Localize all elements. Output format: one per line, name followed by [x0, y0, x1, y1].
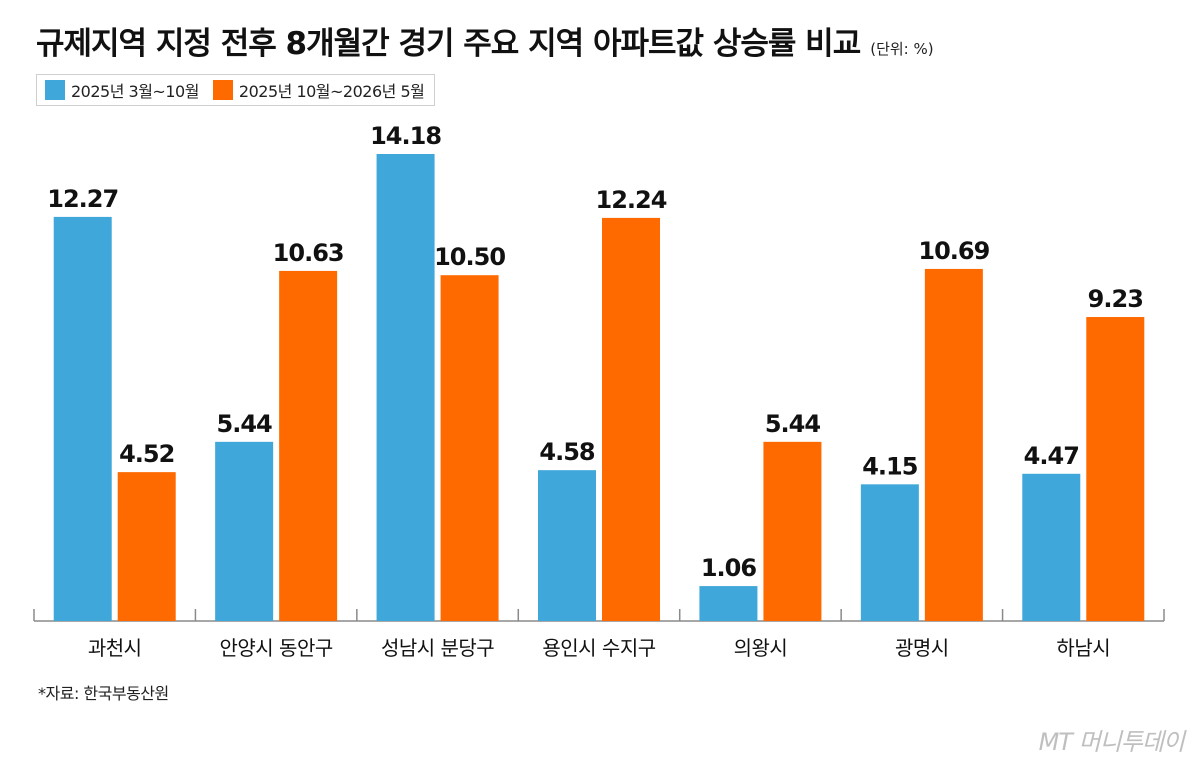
- unit-label: (단위: %): [870, 40, 934, 58]
- bar-series-1-1: [215, 441, 274, 621]
- bar-series-1-5: [860, 484, 919, 621]
- legend-item-series-2: 2025년 10월~2026년 5월: [212, 78, 425, 102]
- legend-label-series-2: 2025년 10월~2026년 5월: [238, 82, 425, 101]
- data-label-series-2-3: 12.24: [596, 186, 667, 214]
- watermark-logo: MT 머니투데이: [1038, 728, 1185, 756]
- category-label-6: 하남시: [1056, 636, 1110, 660]
- data-label-series-1-5: 4.15: [862, 452, 918, 480]
- bar-series-1-6: [1022, 473, 1081, 621]
- data-label-series-2-0: 4.52: [119, 440, 174, 468]
- category-label-0: 과천시: [88, 636, 142, 660]
- bar-series-1-3: [538, 470, 596, 621]
- bar-series-2-0: [117, 472, 176, 621]
- bar-series-1-2: [376, 154, 435, 621]
- chart-title: 규제지역 지정 전후 8개월간 경기 주요 지역 아파트값 상승률 비교: [36, 26, 861, 62]
- category-label-2: 성남시 분당구: [381, 636, 494, 660]
- data-label-series-2-6: 9.23: [1088, 285, 1143, 313]
- data-label-series-1-1: 5.44: [217, 410, 273, 438]
- legend-swatch-series-2: [212, 80, 233, 100]
- category-label-5: 광명시: [895, 636, 949, 660]
- category-label-4: 의왕시: [734, 636, 788, 660]
- legend-label-series-1: 2025년 3월~10월: [71, 82, 199, 101]
- data-label-series-1-6: 4.47: [1024, 442, 1079, 470]
- bar-series-1-4: [699, 586, 758, 621]
- legend-item-series-1: 2025년 3월~10월: [45, 78, 199, 102]
- data-label-series-2-5: 10.69: [918, 237, 989, 265]
- source-note: *자료: 한국부동산원: [38, 684, 169, 703]
- category-label-1: 안양시 동안구: [220, 636, 333, 660]
- data-label-series-1-4: 1.06: [701, 554, 757, 582]
- category-label-3: 용인시 수지구: [542, 636, 655, 660]
- bar-series-2-6: [1086, 317, 1145, 621]
- data-label-series-2-4: 5.44: [765, 410, 821, 438]
- data-label-series-1-3: 4.58: [539, 438, 595, 466]
- data-label-series-2-2: 10.50: [434, 243, 505, 271]
- bar-series-2-3: [602, 217, 660, 621]
- data-label-series-1-2: 14.18: [370, 122, 441, 150]
- title-row: 규제지역 지정 전후 8개월간 경기 주요 지역 아파트값 상승률 비교 (단위…: [36, 18, 934, 63]
- bar-series-1-0: [53, 216, 112, 621]
- legend: 2025년 3월~10월 2025년 10월~2026년 5월: [36, 74, 436, 106]
- data-label-series-2-1: 10.63: [273, 239, 344, 267]
- bar-series-2-4: [763, 441, 822, 621]
- data-label-series-1-0: 12.27: [47, 185, 118, 213]
- bar-series-2-2: [440, 275, 499, 621]
- bar-series-2-5: [924, 268, 983, 621]
- legend-swatch-series-1: [45, 80, 65, 100]
- bar-series-2-1: [279, 270, 338, 621]
